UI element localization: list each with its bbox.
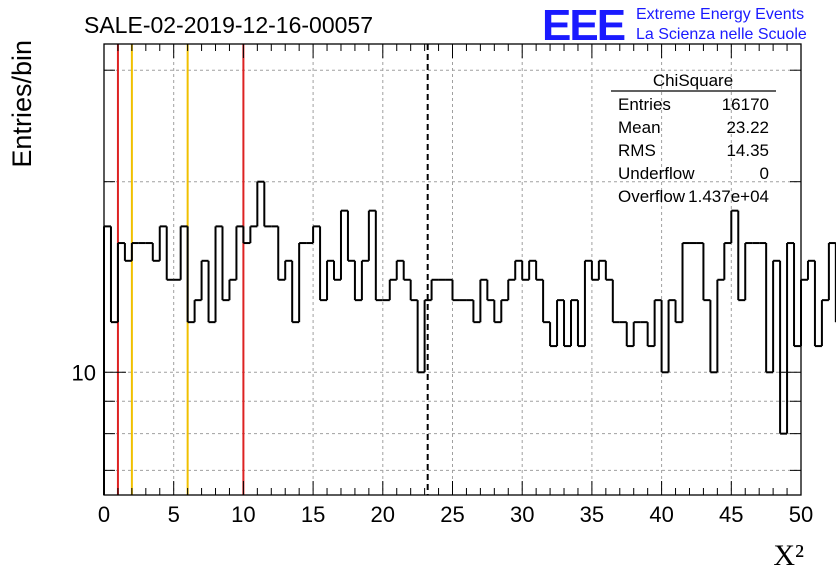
grid-layer	[104, 44, 801, 495]
axis-tick-labels: 0 5 10 15 20 25 30 35 40 45 50 10	[72, 360, 814, 527]
stats-box-title: ChiSquare	[653, 71, 733, 90]
x-tick-label: 10	[231, 502, 255, 527]
stats-row-label: Entries	[618, 95, 671, 114]
eee-logo-mark: EEE	[542, 1, 625, 50]
x-tick-label: 50	[789, 502, 813, 527]
y-axis-label: Entries/bin	[7, 40, 37, 168]
stats-rows: Entries 16170 Mean 23.22 RMS 14.35 Underflow 0 O…	[618, 95, 769, 206]
x-axis-label: X²	[773, 539, 804, 572]
x-tick-label: 45	[719, 502, 743, 527]
histogram-series	[103, 180, 836, 495]
axis-ticks	[103, 44, 802, 495]
y-tick-label: 10	[72, 360, 96, 385]
stats-row-label: Mean	[618, 118, 661, 137]
stats-box: ChiSquare Entries 16170 Mean 23.22 RMS 14.35 U…	[611, 71, 776, 206]
x-tick-label: 5	[168, 502, 180, 527]
stats-row-value: 23.22	[726, 118, 769, 137]
marker-lines	[116, 44, 429, 495]
stats-row-value: 16170	[722, 95, 769, 114]
x-tick-label: 30	[510, 502, 534, 527]
x-tick-label: 0	[98, 502, 110, 527]
stats-row-value: 0	[760, 164, 769, 183]
stats-row-label: Underflow	[618, 164, 695, 183]
eee-logo-line2: La Scienza nelle Scuole	[636, 26, 807, 43]
stats-row-label: Overflow	[618, 187, 686, 206]
x-tick-label: 20	[371, 502, 395, 527]
plot-title: SALE-02-2019-12-16-00057	[84, 12, 373, 38]
x-tick-label: 35	[580, 502, 604, 527]
eee-logo-line1: Extreme Energy Events	[636, 6, 804, 23]
stats-row-value: 14.35	[726, 141, 769, 160]
x-tick-label: 15	[301, 502, 325, 527]
stats-row-value: 1.437e+04	[688, 187, 769, 206]
eee-logo: EEE Extreme Energy Events La Scienza nel…	[542, 1, 807, 50]
x-tick-label: 40	[649, 502, 673, 527]
x-tick-label: 25	[440, 502, 464, 527]
stats-row-label: RMS	[618, 141, 656, 160]
